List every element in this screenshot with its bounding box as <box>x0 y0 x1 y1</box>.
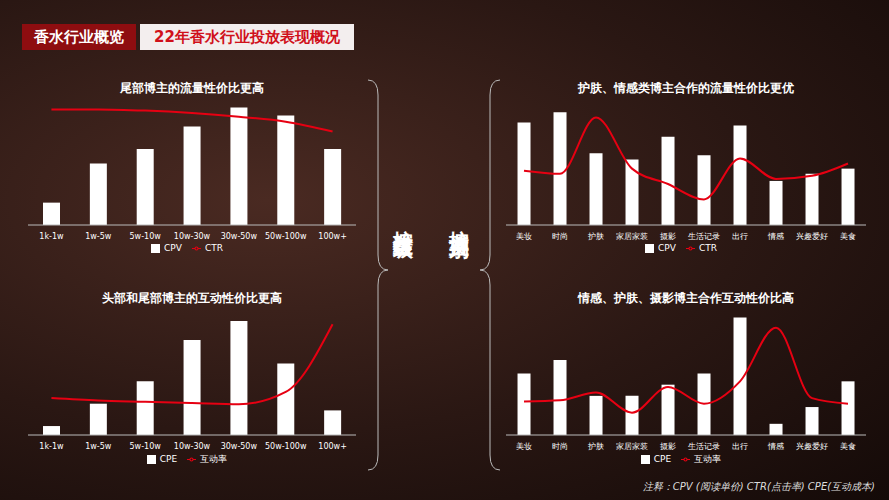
svg-text:美食: 美食 <box>840 442 856 451</box>
svg-text:100w+: 100w+ <box>318 232 347 241</box>
svg-text:1k-1w: 1k-1w <box>39 442 64 451</box>
svg-text:100w+: 100w+ <box>318 442 347 451</box>
svg-text:情感: 情感 <box>767 232 784 241</box>
svg-text:出行: 出行 <box>732 442 748 451</box>
svg-text:家居家装: 家居家装 <box>616 442 648 451</box>
html-text:互动率: 互动率 <box>694 454 722 464</box>
svg-text:出行: 出行 <box>732 232 748 241</box>
html-text:护肤、情感类博主合作的流量性价比更优: 护肤、情感类博主合作的流量性价比更优 <box>578 81 794 95</box>
html-text:注释：CPV (阅读单价) CTR(点击率) CPE(互动成: 注释：CPV (阅读单价) CTR(点击率) CPE(互动成本) <box>642 481 875 492</box>
svg-text:兴趣爱好: 兴趣爱好 <box>796 442 828 451</box>
svg-text:1k-1w: 1k-1w <box>39 232 64 241</box>
svg-text:美妆: 美妆 <box>516 232 532 241</box>
svg-text:生活记录: 生活记录 <box>688 442 720 451</box>
svg-text:摄影: 摄影 <box>660 232 676 241</box>
html-text:香水行业概览: 香水行业概览 <box>34 28 124 46</box>
html-text:尾部博主的流量性价比更高: 尾部博主的流量性价比更高 <box>120 81 264 95</box>
svg-text:护肤: 护肤 <box>587 442 604 451</box>
html-text:CPV: CPV <box>658 243 676 253</box>
html-text:按粉丝量级: 按粉丝量级 <box>391 215 415 225</box>
html-text:按博主类别: 按博主类别 <box>447 215 471 225</box>
html-text:CTR: CTR <box>204 243 223 253</box>
svg-text:时尚: 时尚 <box>552 442 568 451</box>
svg-text:护肤: 护肤 <box>587 232 604 241</box>
html-text:22年香水行业投放表现概况: 22年香水行业投放表现概况 <box>154 28 340 46</box>
html-text:情感、护肤、摄影博主合作互动性价比高: 情感、护肤、摄影博主合作互动性价比高 <box>578 291 794 305</box>
svg-text:摄影: 摄影 <box>660 442 676 451</box>
svg-text:5w-10w: 5w-10w <box>130 232 162 241</box>
svg-text:情感: 情感 <box>767 442 784 451</box>
svg-text:生活记录: 生活记录 <box>688 232 720 241</box>
svg-text:家居家装: 家居家装 <box>616 232 648 241</box>
html-text:CTR: CTR <box>698 243 717 253</box>
svg-text:10w-30w: 10w-30w <box>174 442 211 451</box>
svg-text:30w-50w: 30w-50w <box>221 442 258 451</box>
svg-text:时尚: 时尚 <box>552 232 568 241</box>
svg-text:5w-10w: 5w-10w <box>130 442 162 451</box>
html-text:CPV: CPV <box>164 243 182 253</box>
svg-text:兴趣爱好: 兴趣爱好 <box>796 232 828 241</box>
svg-text:50w-100w: 50w-100w <box>265 232 307 241</box>
svg-text:美妆: 美妆 <box>516 442 532 451</box>
svg-text:1w-5w: 1w-5w <box>85 442 112 451</box>
svg-text:美食: 美食 <box>840 232 856 241</box>
svg-text:10w-30w: 10w-30w <box>174 232 211 241</box>
html-text:头部和尾部博主的互动性价比更高: 头部和尾部博主的互动性价比更高 <box>102 291 282 305</box>
html-text:CPE: CPE <box>653 454 672 464</box>
svg-text:1w-5w: 1w-5w <box>85 232 112 241</box>
html-text:互动率: 互动率 <box>200 454 228 464</box>
svg-text:50w-100w: 50w-100w <box>265 442 307 451</box>
html-text:CPE: CPE <box>159 454 178 464</box>
svg-text:30w-50w: 30w-50w <box>221 232 258 241</box>
